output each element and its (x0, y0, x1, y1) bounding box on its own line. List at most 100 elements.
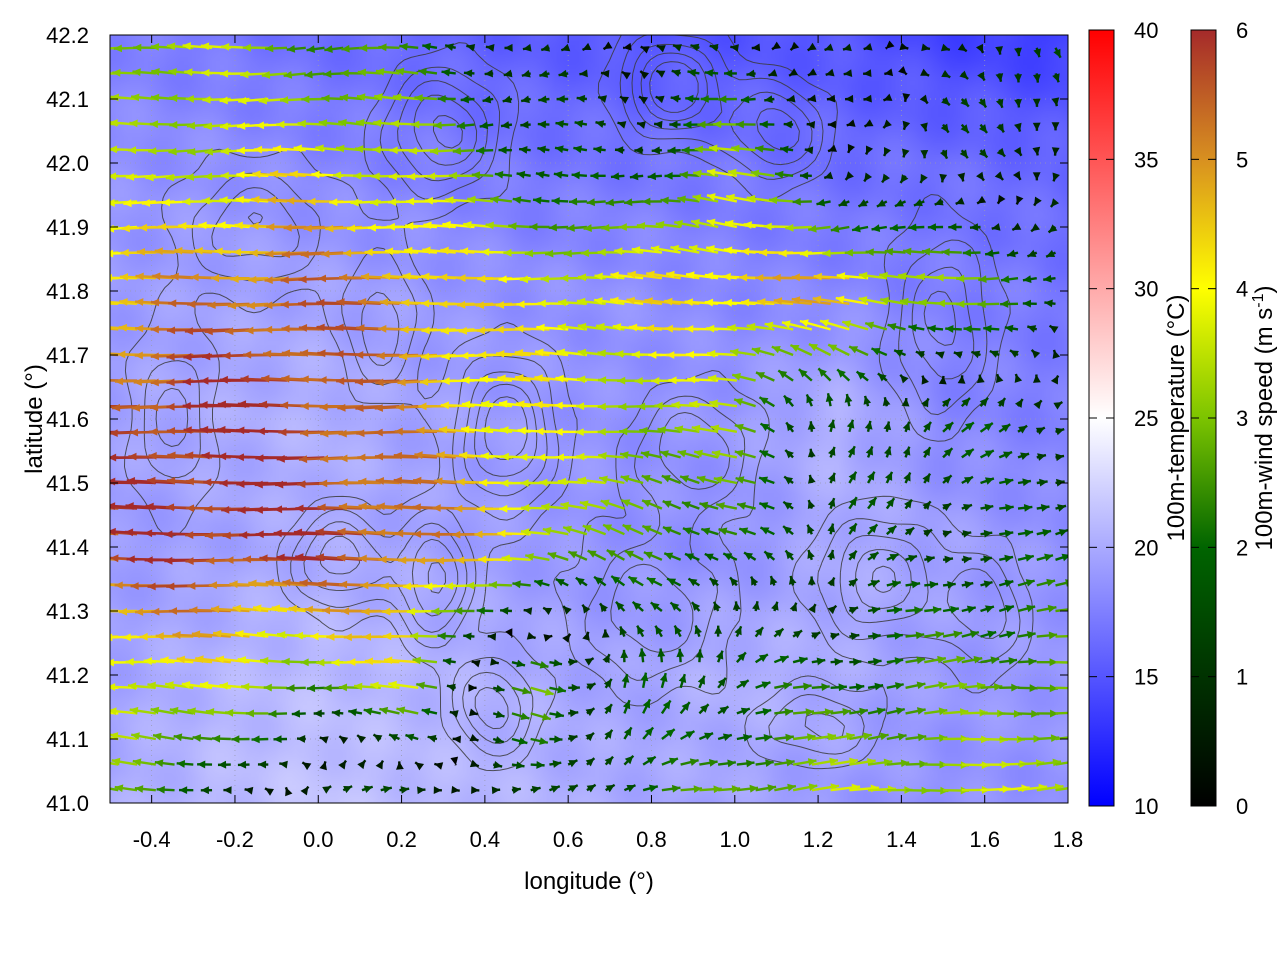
wind-vector-head (685, 324, 694, 333)
wind-vector (581, 604, 591, 614)
wind-vector (491, 786, 501, 795)
wind-vector-head (299, 578, 308, 587)
wind-vector-head (436, 451, 445, 459)
wind-vector-head (92, 172, 100, 180)
wind-vector (886, 657, 904, 665)
wind-vector (771, 601, 779, 612)
wind-vector-head (808, 604, 816, 614)
wind-vector (792, 758, 817, 766)
wind-vector-head (402, 582, 412, 591)
wind-vector (643, 551, 663, 561)
wind-vector (942, 502, 952, 512)
wind-vector-head (914, 606, 923, 615)
wind-vector (718, 785, 741, 793)
wind-vector-head (278, 428, 287, 437)
wind-vector (338, 759, 347, 770)
wind-vector-head (628, 576, 638, 585)
wind-vector-head (730, 577, 739, 587)
wind-vector (549, 735, 563, 744)
wind-vector-head (293, 528, 303, 537)
wind-vector (526, 632, 536, 640)
wind-vector (1036, 453, 1047, 461)
wind-vector (319, 761, 327, 771)
wind-vector-head (337, 553, 346, 562)
wind-vector-head (389, 734, 399, 742)
wind-vector (549, 710, 565, 719)
wind-vector-head (176, 760, 186, 768)
wind-vector-head (621, 674, 630, 683)
wind-vector (623, 784, 636, 793)
wind-vector-head (185, 557, 194, 565)
colorbar-tick-label: 3 (1236, 406, 1248, 431)
wind-vector-head (552, 760, 562, 768)
wind-vector-head (723, 553, 733, 561)
wind-vector (971, 350, 981, 359)
wind-vector (342, 785, 353, 794)
wind-vector-head (871, 348, 881, 356)
y-tick-label: 42.1 (46, 87, 89, 112)
wind-vector (646, 576, 663, 587)
wind-vector (679, 475, 700, 485)
x-tick-label: 0.4 (470, 827, 501, 852)
wind-vector-head (846, 419, 855, 429)
wind-vector-head (499, 504, 508, 513)
wind-vector-head (919, 760, 928, 768)
wind-vector (961, 605, 977, 614)
wind-vector-head (197, 760, 206, 769)
wind-vector-head (240, 375, 249, 383)
wind-vector (827, 419, 836, 433)
wind-vector-head (144, 529, 153, 538)
wind-vector-head (164, 556, 173, 565)
wind-vector-head (662, 500, 672, 508)
wind-vector-head (709, 399, 718, 408)
wind-vector-head (437, 632, 446, 640)
wind-vector-head (577, 476, 587, 485)
wind-vector-head (237, 506, 246, 515)
wind-vector (704, 552, 719, 561)
wind-vector-head (557, 685, 566, 694)
wind-vector-head (1061, 553, 1068, 562)
wind-vector-head (553, 659, 563, 667)
wind-vector (709, 399, 738, 408)
wind-vector-head (943, 448, 953, 457)
wind-vector-head (317, 503, 326, 512)
wind-vector-head (319, 403, 328, 412)
wind-label-end: ) (1251, 286, 1278, 294)
x-tick-label: 1.6 (969, 827, 1000, 852)
wind-vector-head (693, 785, 703, 794)
wind-vector-head (557, 323, 567, 331)
wind-vector (530, 712, 552, 721)
wind-vector (718, 527, 738, 536)
wind-vector (623, 754, 635, 766)
wind-vector-head (944, 422, 954, 431)
wind-vector-head (111, 757, 121, 766)
wind-vector-head (864, 420, 873, 430)
wind-vector (463, 632, 475, 641)
wind-vector (576, 452, 606, 461)
wind-vector-head (828, 472, 836, 482)
wind-vector (807, 576, 816, 586)
wind-vector (679, 701, 691, 715)
wind-vector-head (1004, 477, 1014, 486)
wind-vector-head (585, 758, 595, 767)
wind-vector-head (740, 707, 750, 716)
wind-vector-head (575, 428, 584, 437)
wind-vector-head (444, 582, 454, 590)
wind-vector (620, 475, 644, 485)
wind-vector (980, 529, 993, 538)
wind-vector-head (798, 369, 808, 378)
wind-vector (848, 496, 858, 510)
wind-vector (488, 580, 512, 589)
wind-vector-head (976, 374, 985, 384)
wind-vector-head (646, 577, 656, 586)
wind-vector-head (418, 402, 427, 411)
wind-vector-head (1014, 398, 1023, 408)
wind-vector-head (500, 606, 509, 615)
wind-vector (848, 471, 858, 484)
wind-vector (273, 735, 288, 744)
y-tick-label: 41.7 (46, 343, 89, 368)
wind-vector-head (1050, 375, 1059, 385)
wind-vector-head (848, 550, 857, 560)
wind-vector-head (620, 451, 629, 459)
wind-vector-head (110, 527, 116, 536)
